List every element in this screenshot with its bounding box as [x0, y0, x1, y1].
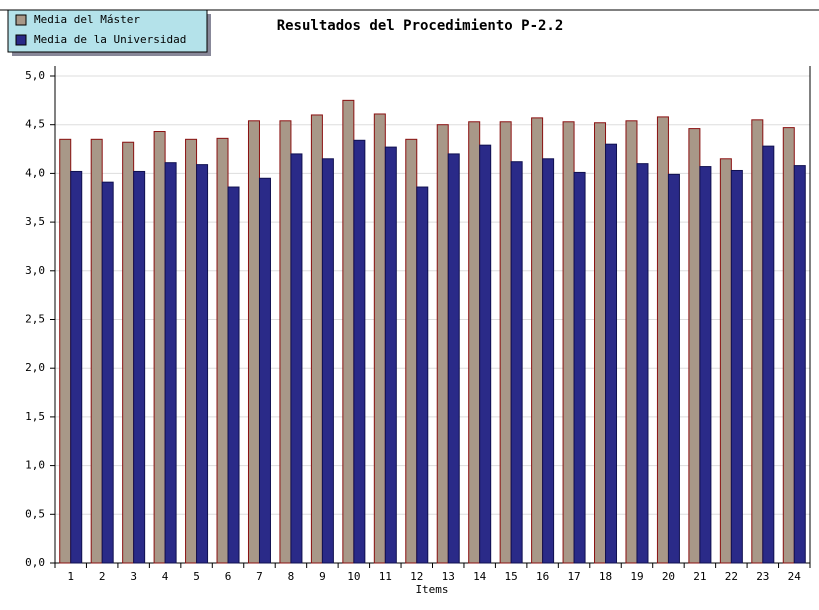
x-tick-label: 3	[130, 570, 137, 583]
bar	[321, 158, 334, 564]
bar	[699, 166, 712, 564]
x-tick-label: 10	[347, 570, 360, 583]
bar	[656, 116, 669, 564]
y-tick-label: 2,5	[25, 313, 45, 326]
bar	[258, 177, 271, 564]
x-tick-label: 9	[319, 570, 326, 583]
x-tick-label: 13	[442, 570, 455, 583]
bar	[479, 144, 492, 564]
chart-title: Resultados del Procedimiento P-2.2	[277, 18, 564, 34]
x-axis-label: Items	[415, 583, 448, 596]
bar	[196, 164, 209, 564]
y-tick-label: 1,5	[25, 410, 45, 423]
bar	[227, 186, 240, 564]
y-tick-label: 0,5	[25, 507, 45, 520]
bar	[122, 141, 135, 564]
x-tick-label: 8	[288, 570, 295, 583]
x-tick-label: 18	[599, 570, 612, 583]
bar	[793, 165, 806, 564]
x-tick-label: 23	[756, 570, 769, 583]
bar	[531, 117, 544, 564]
x-tick-label: 7	[256, 570, 263, 583]
y-tick-label: 1,0	[25, 459, 45, 472]
x-tick-label: 21	[693, 570, 706, 583]
bar	[782, 127, 795, 564]
bar	[247, 120, 260, 564]
bar	[625, 120, 638, 564]
x-tick-label: 16	[536, 570, 549, 583]
x-tick-label: 5	[193, 570, 200, 583]
y-tick-label: 3,5	[25, 215, 45, 228]
bar	[59, 138, 72, 564]
x-tick-label: 1	[67, 570, 74, 583]
bar	[688, 128, 701, 564]
bar	[730, 169, 743, 564]
bar	[185, 138, 198, 564]
x-tick-label: 17	[567, 570, 580, 583]
bar	[751, 119, 764, 564]
x-tick-label: 2	[99, 570, 106, 583]
bar	[153, 131, 166, 564]
bar	[510, 161, 523, 564]
bar	[373, 113, 386, 564]
bar	[636, 163, 649, 564]
bar	[436, 124, 449, 564]
bar	[290, 153, 303, 564]
y-tick-label: 4,0	[25, 166, 45, 179]
bar	[447, 153, 460, 564]
bar	[416, 186, 429, 564]
bar	[279, 120, 292, 564]
bar	[762, 145, 775, 564]
y-tick-label: 5,0	[25, 69, 45, 82]
bar	[353, 139, 366, 564]
x-tick-label: 20	[662, 570, 675, 583]
bar	[70, 170, 83, 564]
x-tick-label: 14	[473, 570, 487, 583]
bar	[164, 162, 177, 564]
bar	[310, 114, 323, 564]
bar	[90, 138, 103, 564]
x-tick-label: 15	[505, 570, 518, 583]
bar	[384, 146, 397, 564]
legend-swatch	[15, 14, 27, 26]
x-tick-label: 19	[630, 570, 643, 583]
x-tick-label: 22	[725, 570, 738, 583]
legend-box	[7, 9, 208, 53]
y-tick-label: 0,0	[25, 556, 45, 569]
bar	[405, 138, 418, 564]
x-tick-label: 4	[162, 570, 169, 583]
y-tick-label: 3,0	[25, 264, 45, 277]
bar	[562, 121, 575, 564]
bar	[133, 170, 146, 564]
x-tick-label: 12	[410, 570, 423, 583]
legend-label: Media de la Universidad	[34, 33, 186, 46]
bar	[342, 99, 355, 564]
bar	[468, 121, 481, 564]
legend-label: Media del Máster	[34, 13, 140, 26]
bar	[667, 173, 680, 564]
legend	[7, 9, 211, 56]
bar	[101, 181, 114, 564]
x-tick-label: 11	[379, 570, 392, 583]
bar	[594, 122, 607, 564]
bar	[605, 143, 618, 564]
bar	[719, 158, 732, 564]
y-tick-label: 4,5	[25, 118, 45, 131]
bar	[499, 121, 512, 564]
y-tick-label: 2,0	[25, 361, 45, 374]
x-tick-label: 6	[225, 570, 232, 583]
x-tick-label: 24	[788, 570, 802, 583]
bar	[216, 137, 229, 564]
bar	[542, 158, 555, 564]
legend-swatch	[15, 34, 27, 46]
bar	[573, 171, 586, 564]
